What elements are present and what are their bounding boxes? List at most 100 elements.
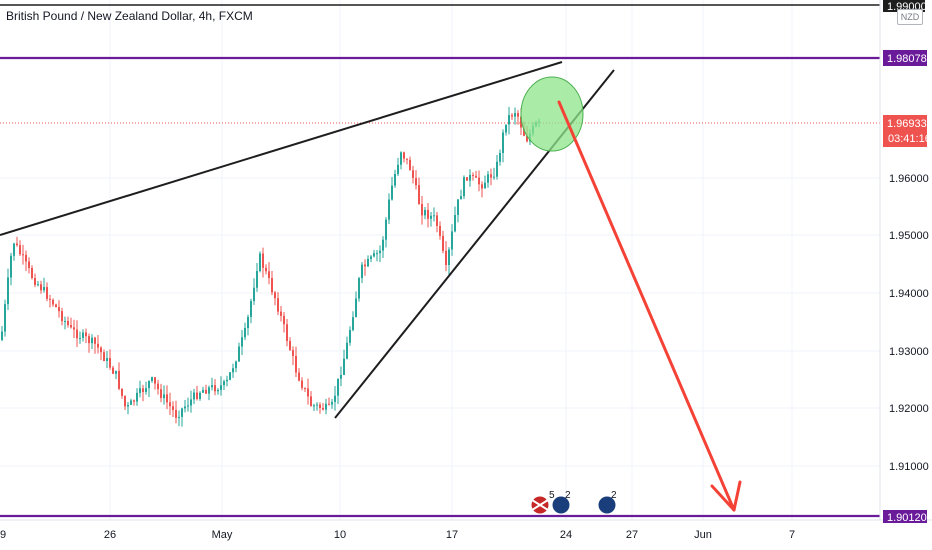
candle-body xyxy=(37,284,39,286)
time-axis-ticks: 9 26 May 10 17 24 27 Jun 7 xyxy=(0,529,795,541)
candle-body xyxy=(457,199,459,215)
candle-body xyxy=(163,394,165,399)
candle-body xyxy=(112,367,114,374)
candle-body xyxy=(415,177,417,186)
event-badges[interactable]: 5 2 2 xyxy=(530,490,617,515)
candle-body xyxy=(511,115,513,117)
badge-a-count: 5 xyxy=(549,490,555,501)
time-tick-5: 17 xyxy=(446,529,458,541)
candle-body xyxy=(247,316,249,329)
breakout-circle[interactable] xyxy=(520,76,584,152)
candle-body xyxy=(88,336,90,344)
candle-body xyxy=(520,116,522,128)
bottom-label-box xyxy=(883,510,927,523)
candle-body xyxy=(274,292,276,299)
candle-body xyxy=(73,327,75,330)
candle-body xyxy=(97,343,99,348)
candle-body xyxy=(334,395,336,402)
currency-selector[interactable]: NZD xyxy=(897,9,923,25)
candle-body xyxy=(19,245,21,255)
candle-body xyxy=(328,403,330,405)
price-tick-1: 1.96000 xyxy=(889,173,929,185)
candle-body xyxy=(433,215,435,217)
candle-body xyxy=(259,253,261,271)
candle-body xyxy=(160,389,162,399)
candle-body xyxy=(412,170,414,178)
candle-body xyxy=(331,401,333,405)
candle-body xyxy=(322,407,324,410)
candle-body xyxy=(418,185,420,205)
candle-body xyxy=(385,219,387,240)
flag-icon-nz-2[interactable] xyxy=(597,495,617,515)
candle-body xyxy=(364,264,366,267)
candle-body xyxy=(283,315,285,325)
projection-arrow[interactable] xyxy=(557,100,742,512)
candle-body xyxy=(82,332,84,338)
candle-body xyxy=(211,385,213,388)
candle-body xyxy=(421,204,423,216)
candle-body xyxy=(382,239,384,251)
candle-body xyxy=(343,358,345,375)
candle-body xyxy=(13,243,15,256)
flag-icon-nz[interactable] xyxy=(551,495,571,515)
candle-body xyxy=(28,261,30,269)
candle-body xyxy=(490,174,492,178)
candle-body xyxy=(148,380,150,389)
candle-body xyxy=(61,311,63,322)
candle-body xyxy=(7,277,9,305)
candle-body xyxy=(199,392,201,399)
candle-body xyxy=(133,400,135,402)
candle-body xyxy=(187,405,189,407)
candle-body xyxy=(208,387,210,394)
price-axis[interactable] xyxy=(880,0,932,550)
candle-body xyxy=(463,177,465,197)
candle-body xyxy=(475,175,477,178)
time-tick-1: 9 xyxy=(0,529,6,541)
candle-body xyxy=(10,255,12,278)
candle-body xyxy=(142,388,144,392)
candle-body xyxy=(202,389,204,393)
candle-body xyxy=(268,271,270,279)
candle-body xyxy=(1,331,3,340)
candle-body xyxy=(31,268,33,278)
candle-body xyxy=(181,408,183,417)
candle-body xyxy=(391,185,393,200)
candle-body xyxy=(175,409,177,418)
candle-body xyxy=(190,399,192,406)
candle-body xyxy=(253,287,255,302)
candle-body xyxy=(139,388,141,393)
candle-body xyxy=(265,267,267,272)
candle-body xyxy=(304,387,306,389)
candle-body xyxy=(358,278,360,299)
candle-body xyxy=(349,329,351,343)
current-price-box xyxy=(883,115,927,147)
price-axis-ticks: 1.96000 1.95000 1.94000 1.93000 1.92000 … xyxy=(889,173,929,473)
candle-body xyxy=(397,164,399,174)
upper-trendline[interactable] xyxy=(0,61,563,236)
candlestick-series xyxy=(1,106,540,427)
candle-body xyxy=(178,416,180,418)
candle-body xyxy=(229,372,231,380)
candle-body xyxy=(76,329,78,339)
candle-body xyxy=(484,182,486,189)
candle-body xyxy=(505,124,507,133)
candle-body xyxy=(451,231,453,250)
candle-body xyxy=(439,225,441,236)
candle-body xyxy=(172,406,174,410)
resistance-level-label: 1.98078 xyxy=(887,53,927,65)
candle-body xyxy=(487,174,489,183)
candle-body xyxy=(34,277,36,285)
time-axis[interactable] xyxy=(0,520,880,550)
horizontal-gridlines xyxy=(0,177,880,467)
time-tick-2: 26 xyxy=(104,529,116,541)
candle-body xyxy=(472,174,474,176)
candle-body xyxy=(508,115,510,125)
candle-body xyxy=(244,328,246,338)
candle-body xyxy=(121,388,123,396)
candle-body xyxy=(217,389,219,392)
candle-body xyxy=(124,395,126,407)
candle-body xyxy=(436,215,438,226)
candle-body xyxy=(238,346,240,362)
